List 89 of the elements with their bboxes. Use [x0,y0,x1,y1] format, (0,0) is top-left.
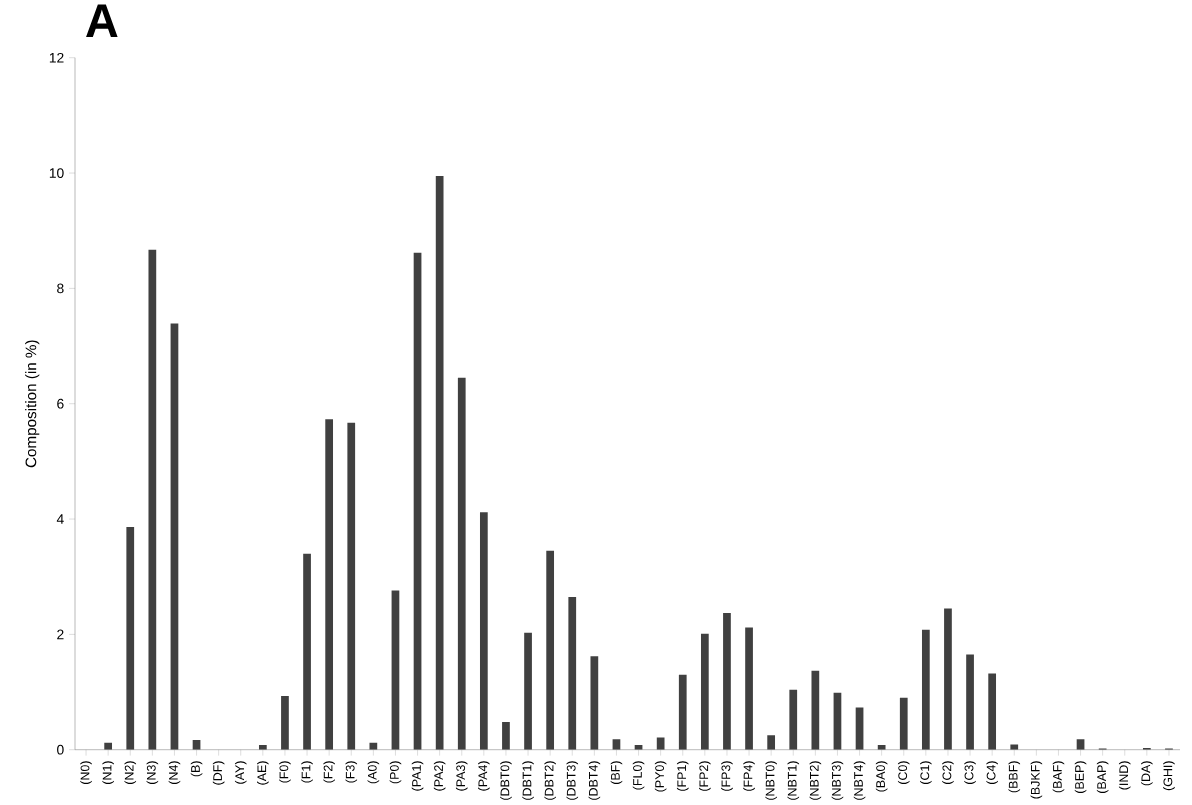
x-tick-label: (FP3) [721,761,733,791]
y-tick-label: 2 [57,629,64,640]
y-tick-label: 8 [57,283,64,294]
x-tick-label: (PY0) [654,761,667,792]
bar [568,596,577,750]
x-tick-label: (FP2) [699,761,711,791]
y-tick-label: 6 [57,398,64,409]
x-tick-label: (DBT4) [588,761,601,800]
bar [413,252,422,750]
x-tick-label: (F3) [345,761,358,783]
x-tick-label: (F2) [323,761,335,783]
x-tick-label: (NBT0) [765,761,777,800]
bar [524,632,532,750]
bar [546,550,555,750]
x-tick-label: (DA) [1141,761,1153,786]
x-tick-label: (BBF) [1008,761,1021,793]
x-tick-label: (DBT1) [522,761,534,800]
x-tick-label: (C2) [942,761,954,784]
x-tick-label: (F1) [301,761,313,783]
x-tick-label: (A0) [367,761,380,784]
bar [988,673,997,750]
x-tick-label: (N0) [80,761,92,784]
x-tick-label: (N2) [124,761,137,784]
bar [391,590,400,750]
bar [656,737,665,750]
x-tick-label: (GHI) [1163,761,1175,791]
x-tick-label: (NBT4) [853,761,866,800]
y-tick-label: 10 [49,168,64,178]
x-tick-label: (PA2) [433,761,446,791]
x-tick-label: (C1) [920,761,932,784]
bar [811,670,820,750]
x-tick-label: (AY) [234,761,247,784]
x-tick-label: (NBT1) [787,761,800,800]
x-tick-label: (DF) [212,761,225,785]
x-tick-label: (DBT3) [566,761,579,800]
bar [347,422,356,750]
x-tick-label: (BAP) [1096,761,1109,793]
bar [745,627,753,750]
bar [921,629,930,750]
y-tick-label: 4 [56,514,64,524]
bar [148,249,157,750]
bar [281,695,289,750]
x-tick-label: (FL0) [632,761,645,790]
bar [479,512,488,750]
x-tick-label: (C4) [986,761,998,784]
x-tick-label: (BF) [610,761,623,784]
x-tick-label: (N3) [146,761,159,784]
bar [944,608,952,750]
x-tick-label: (BAF) [1052,761,1065,793]
bar [303,553,311,750]
x-tick-label: (P0) [389,761,402,784]
bar [700,633,709,750]
x-tick-label: (IND) [1118,761,1131,790]
x-tick-label: (NBT3) [831,761,844,800]
x-tick-label: (F0) [279,761,291,783]
x-tick-label: (PA4) [478,761,490,791]
bar [899,697,908,750]
bar [966,654,974,750]
x-tick-label: (PA1) [411,761,424,791]
y-tick-label: 12 [49,52,64,63]
x-tick-label: (N4) [168,761,181,784]
x-tick-label: (FP1) [676,761,689,791]
bar [126,527,135,750]
x-tick-label: (DBT0) [500,761,512,800]
bar [678,674,687,750]
bar [170,323,179,750]
y-tick-label: 0 [57,744,64,755]
bar [457,377,466,750]
x-tick-label: (BJKF) [1030,761,1043,799]
x-tick-label: (AE) [257,761,269,785]
x-tick-label: (PA3) [455,761,468,791]
x-tick-label: (FP4) [743,761,755,791]
text: A [86,4,118,37]
x-tick-label: (NBT2) [809,761,822,800]
bar [502,721,510,750]
bar [435,175,444,750]
x-tick-label: (N1) [102,761,114,784]
x-tick-label: (BA0) [875,761,888,792]
bar [325,419,334,750]
bar [767,735,776,750]
x-tick-label: (BEP) [1074,761,1087,793]
bar [789,689,798,750]
x-tick-label: (C3) [964,761,976,784]
x-tick-label: (B) [190,761,203,777]
y-axis-title: Composition (in %) [25,340,40,468]
x-tick-label: (C0) [897,761,910,784]
x-tick-label: (DBT2) [544,761,556,800]
bar [590,656,599,750]
bar [723,612,731,750]
